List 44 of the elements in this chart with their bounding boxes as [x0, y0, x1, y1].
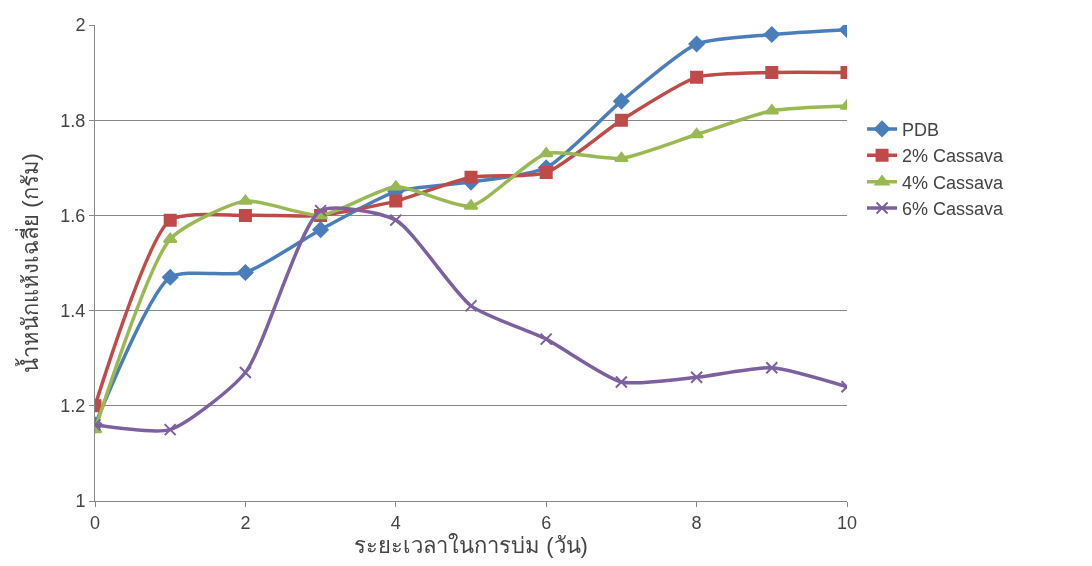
point: [689, 127, 704, 139]
point: [688, 35, 705, 53]
y-axis-title: น้ำหนักแห้งเฉลี่ย (กรัม): [15, 153, 44, 373]
point: [464, 299, 478, 313]
y-tick-label: 1.6: [60, 205, 86, 226]
x-tick-label: 6: [541, 512, 552, 533]
legend-label: 6% Cassava: [902, 199, 1005, 220]
y-tick-label: 1.8: [60, 110, 86, 131]
x-axis-title: ระยะเวลาในการบ่ม (วัน): [354, 533, 588, 559]
point: [238, 208, 252, 222]
x-tick-label: 10: [836, 512, 858, 533]
legend-label: 4% Cassava: [902, 172, 1005, 193]
point: [765, 66, 779, 80]
point: [765, 361, 779, 375]
point: [539, 166, 553, 180]
x-tick-label: 0: [89, 512, 101, 533]
point: [312, 221, 329, 238]
point: [163, 423, 177, 437]
y-tick-label: 1: [75, 491, 86, 512]
point: [163, 213, 177, 227]
point: [763, 26, 780, 43]
legend-label: 2% Cassava: [902, 146, 1005, 167]
point: [690, 370, 704, 384]
point: [614, 151, 629, 163]
x-tick-label: 2: [240, 512, 251, 533]
point: [314, 204, 328, 218]
y-tick-label: 1.4: [60, 300, 86, 321]
point: [238, 194, 253, 205]
point: [238, 365, 252, 379]
x-tick-label: 8: [691, 512, 702, 533]
point: [690, 70, 704, 84]
point: [614, 113, 628, 127]
point: [162, 269, 179, 286]
point: [389, 213, 403, 227]
point: [237, 264, 254, 281]
point: [614, 375, 628, 389]
point: [539, 332, 553, 346]
legend-label: PDB: [902, 119, 940, 140]
y-tick-label: 1.2: [60, 396, 86, 417]
x-tick-label: 4: [390, 512, 401, 533]
point: [613, 93, 630, 110]
y-tick-label: 2: [75, 15, 86, 36]
point: [389, 194, 403, 208]
point: [464, 170, 478, 184]
